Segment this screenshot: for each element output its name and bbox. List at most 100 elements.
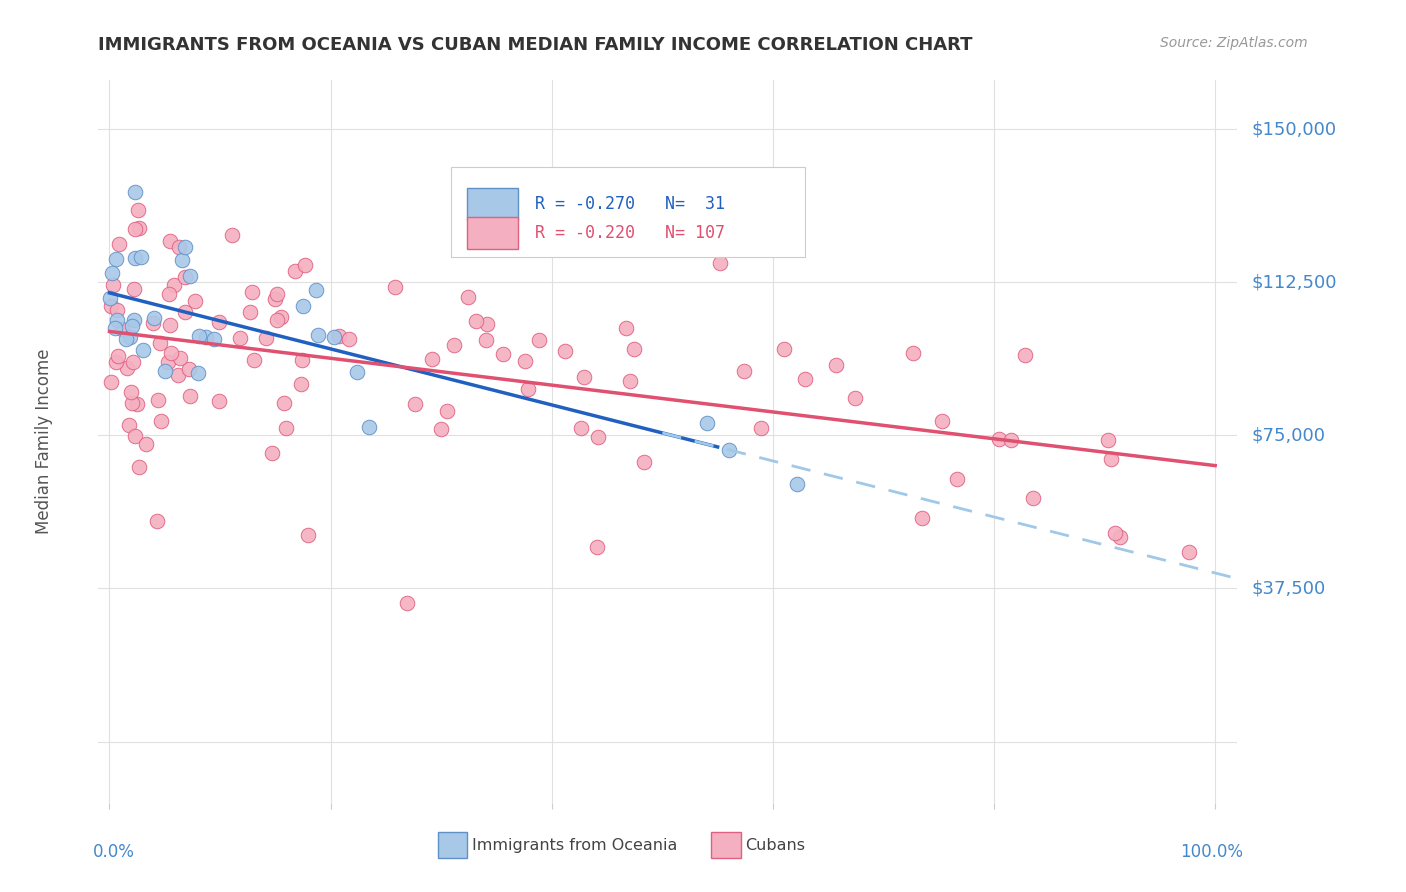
Point [436,404,458,418]
Point [174,305,197,319]
Point [169,351,191,365]
Point [458,230,481,244]
Point [1109,530,1132,544]
Point [100,299,122,313]
Point [104,321,127,335]
Point [160,346,183,360]
Point [786,477,808,491]
Point [297,528,319,542]
Text: Immigrants from Oceania: Immigrants from Oceania [472,838,678,853]
Point [107,349,129,363]
Point [141,317,163,331]
Point [107,237,129,252]
Point [208,315,231,329]
Point [1104,526,1126,541]
Point [903,346,925,360]
Point [516,382,538,396]
Point [696,416,718,430]
Point [243,353,266,368]
Point [623,342,645,356]
Point [202,331,225,345]
FancyBboxPatch shape [467,188,517,219]
Point [1178,544,1201,558]
Point [105,252,128,266]
Point [125,397,148,411]
Point [270,310,292,324]
Point [179,389,201,403]
Point [395,596,418,610]
Text: Source: ZipAtlas.com: Source: ZipAtlas.com [1160,36,1308,50]
Point [430,422,453,436]
Point [135,437,157,451]
Text: $150,000: $150,000 [1251,120,1336,138]
Point [122,355,145,369]
Text: R = -0.220   N= 107: R = -0.220 N= 107 [534,224,724,242]
Point [633,455,655,469]
Point [717,442,740,457]
Point [172,253,194,268]
Point [346,366,368,380]
Point [187,366,209,380]
Point [124,185,146,199]
Point [420,352,443,367]
Point [477,317,499,331]
Point [586,429,609,443]
Point [709,256,731,270]
Text: IMMIGRANTS FROM OCEANIA VS CUBAN MEDIAN FAMILY INCOME CORRELATION CHART: IMMIGRANTS FROM OCEANIA VS CUBAN MEDIAN … [98,36,973,54]
Point [121,396,143,410]
Point [208,393,231,408]
Text: $112,500: $112,500 [1251,273,1337,292]
Point [101,266,124,280]
Point [163,278,186,293]
Text: Median Family Income: Median Family Income [35,349,53,534]
Point [266,313,288,327]
Point [155,364,177,378]
Point [105,313,128,327]
Point [457,290,479,304]
Point [404,397,426,411]
Point [1014,348,1036,362]
Text: $37,500: $37,500 [1251,580,1326,598]
Point [322,330,344,344]
Point [240,285,263,299]
Point [120,384,142,399]
Point [911,511,934,525]
Point [307,328,329,343]
Point [945,472,967,486]
Point [179,268,201,283]
Point [529,333,551,347]
Point [124,312,146,326]
Text: Cubans: Cubans [745,838,806,853]
Point [291,353,314,368]
Point [132,343,155,358]
Point [184,293,207,308]
Point [187,329,209,343]
Point [124,282,146,296]
Point [290,377,312,392]
Point [128,460,150,475]
Text: $75,000: $75,000 [1251,426,1326,444]
Point [1000,433,1022,447]
Point [305,283,328,297]
Point [844,391,866,405]
Point [128,221,150,235]
Point [571,421,593,435]
Point [931,414,953,428]
Point [127,202,149,217]
Point [103,277,125,292]
Point [104,354,127,368]
Point [124,222,146,236]
FancyBboxPatch shape [711,832,741,858]
Point [337,332,360,346]
Point [254,331,277,345]
Point [100,375,122,389]
Point [177,361,200,376]
Point [142,310,165,325]
Point [157,355,180,369]
Point [825,358,848,372]
Point [443,338,465,352]
Point [167,239,190,253]
Text: 0.0%: 0.0% [93,843,135,861]
Point [107,302,129,317]
FancyBboxPatch shape [451,167,804,257]
